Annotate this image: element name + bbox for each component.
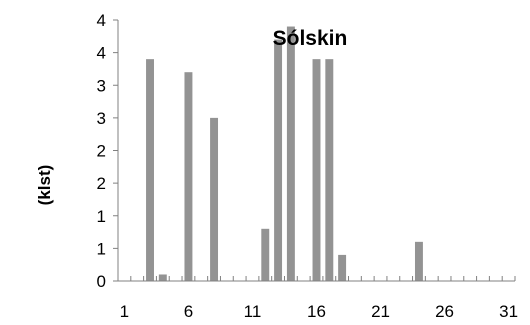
bar-day-3 bbox=[146, 59, 154, 282]
bar-day-12 bbox=[261, 228, 270, 281]
bar-day-14 bbox=[286, 26, 295, 282]
y-tick-label: 2 bbox=[97, 142, 106, 161]
y-tick-label: 1 bbox=[97, 207, 106, 226]
x-tick-label: 6 bbox=[184, 302, 193, 321]
bar-day-13 bbox=[274, 39, 283, 281]
x-tick-label: 1 bbox=[120, 302, 129, 321]
bar-day-4 bbox=[158, 274, 167, 281]
bar-day-8 bbox=[210, 117, 219, 282]
y-ticks-group bbox=[113, 19, 118, 282]
x-tick-label: 26 bbox=[435, 302, 454, 321]
x-ticks-group bbox=[117, 276, 516, 281]
y-tick-label: 0 bbox=[97, 272, 106, 291]
bar-day-17 bbox=[325, 59, 334, 282]
bars-group bbox=[146, 26, 423, 282]
y-axis-label: (klst) bbox=[35, 165, 54, 206]
bar-day-24 bbox=[414, 241, 423, 281]
y-tick-label: 3 bbox=[97, 76, 106, 95]
x-tick-labels-group: 1 6 11 16 21 26 31 bbox=[120, 302, 518, 321]
bar-day-18 bbox=[338, 254, 347, 281]
y-tick-label: 4 bbox=[97, 44, 106, 63]
x-tick-label: 21 bbox=[371, 302, 390, 321]
x-tick-label: 31 bbox=[499, 302, 518, 321]
y-tick-label: 1 bbox=[97, 239, 106, 258]
y-tick-label: 2 bbox=[97, 174, 106, 193]
x-tick-label: 16 bbox=[307, 302, 326, 321]
x-tick-label: 11 bbox=[244, 302, 262, 321]
y-tick-label: 4 bbox=[97, 11, 106, 30]
chart-title: Sólskin bbox=[273, 27, 348, 50]
bar-day-16 bbox=[312, 59, 321, 282]
y-tick-label: 3 bbox=[97, 109, 106, 128]
y-tick-labels-group: 0 1 1 2 2 3 3 4 4 bbox=[97, 11, 106, 291]
bar-day-6 bbox=[184, 72, 193, 281]
